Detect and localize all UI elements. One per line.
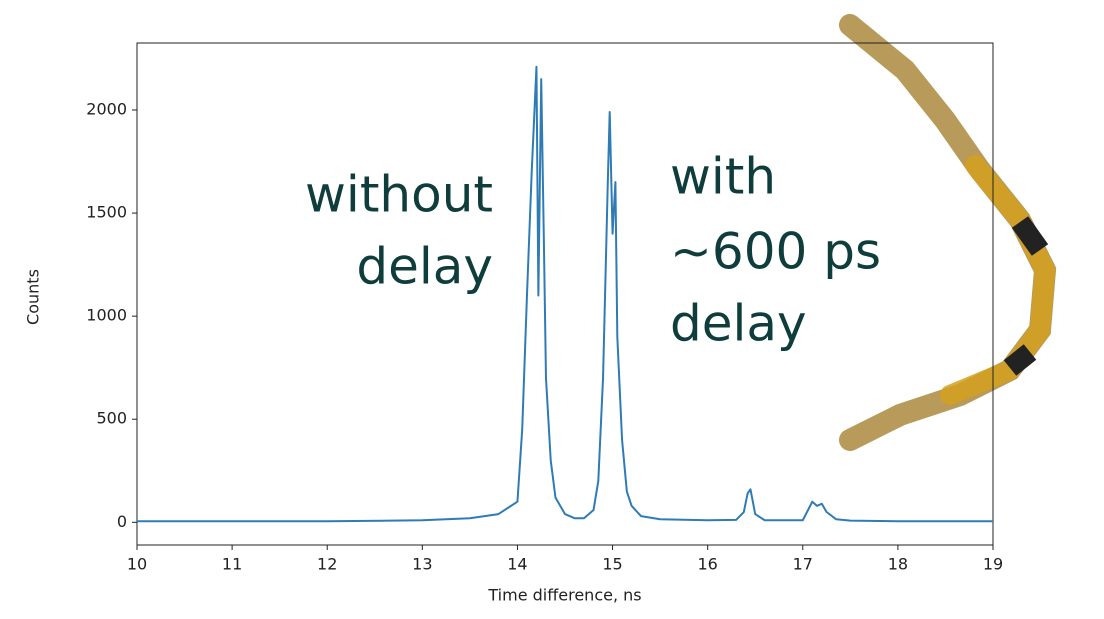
- x-tick-label: 13: [412, 555, 432, 574]
- x-tick-label: 18: [888, 555, 908, 574]
- y-tick-label: 500: [96, 409, 127, 428]
- x-tick-label: 14: [507, 555, 527, 574]
- plot-frame: [136, 42, 994, 546]
- x-tick-label: 16: [697, 555, 717, 574]
- y-tick-label: 0: [117, 512, 127, 531]
- annotation: delay: [356, 238, 493, 296]
- x-tick-label: 12: [317, 555, 337, 574]
- y-axis-label: Counts: [24, 269, 43, 325]
- y-tick-label: 1000: [86, 306, 127, 325]
- x-tick-label: 11: [222, 555, 242, 574]
- annotation: ~600 ps: [670, 223, 881, 281]
- x-tick-label: 15: [602, 555, 622, 574]
- y-tick-label: 2000: [86, 100, 127, 119]
- cable-photo: [839, 14, 1057, 451]
- data-line: [137, 65, 993, 523]
- x-axis-label: Time difference, ns: [487, 586, 641, 605]
- y-tick-label: 1500: [86, 203, 127, 222]
- x-tick-label: 10: [127, 555, 147, 574]
- annotation: delay: [670, 295, 807, 353]
- annotation: with: [670, 148, 776, 206]
- x-tick-label: 19: [983, 555, 1003, 574]
- x-tick-label: 17: [793, 555, 813, 574]
- annotation: without: [305, 166, 493, 224]
